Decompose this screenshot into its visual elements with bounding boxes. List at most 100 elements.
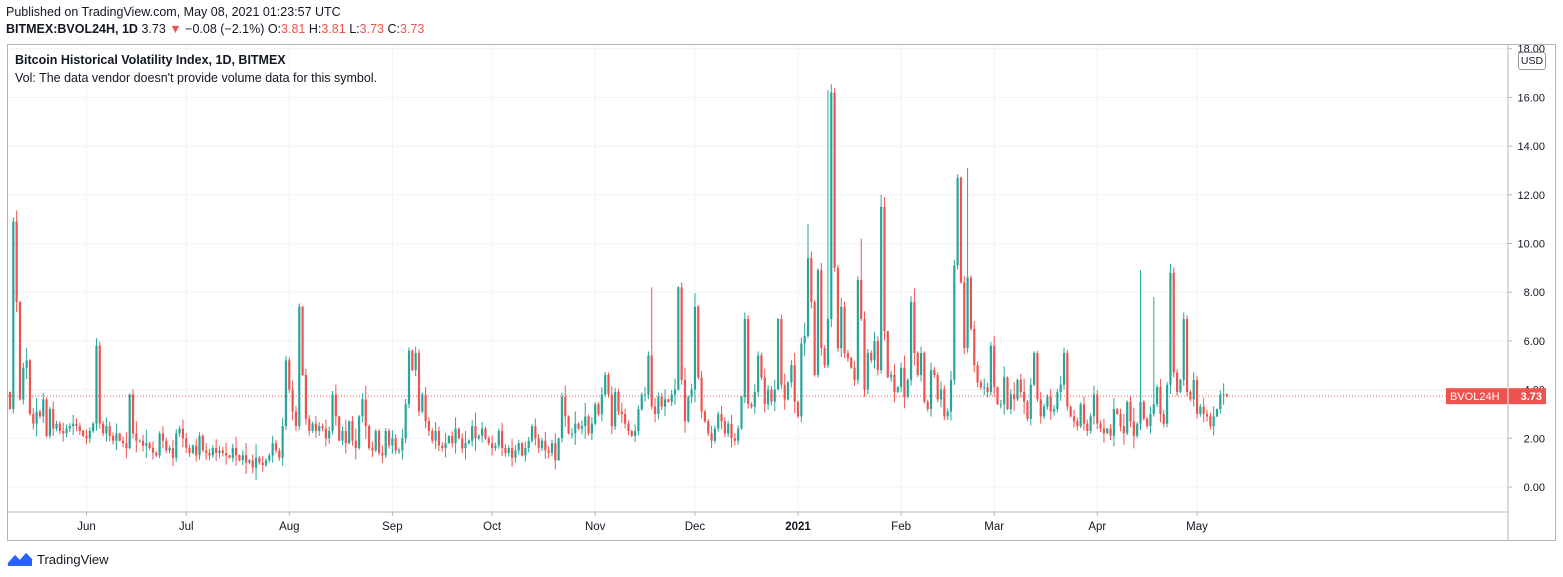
- open-value: 3.81: [281, 22, 306, 36]
- candle-body: [1046, 396, 1049, 407]
- candle-body: [873, 340, 876, 361]
- candle-body: [1029, 384, 1032, 419]
- candle-body: [1013, 394, 1016, 400]
- price-tag-symbol: BVOL24H: [1450, 391, 1500, 403]
- candle-body: [660, 396, 663, 407]
- candle-body: [600, 394, 603, 414]
- candle-body: [42, 399, 45, 417]
- candle-body: [1109, 428, 1112, 436]
- candle-body: [188, 448, 191, 453]
- candle-body: [876, 340, 879, 371]
- price-change: −0.08 (−2.1%): [185, 22, 265, 36]
- candle-body: [1056, 392, 1059, 410]
- candle-body: [816, 270, 820, 375]
- candle-body: [377, 430, 381, 453]
- candle-body: [1009, 394, 1012, 410]
- candle-body: [1152, 404, 1155, 414]
- candle-body: [427, 421, 431, 431]
- candle-body: [145, 443, 148, 446]
- candle-body: [1102, 428, 1106, 434]
- down-arrow-icon: ▼: [169, 22, 182, 36]
- candle-body: [800, 343, 803, 417]
- candle-body: [707, 421, 710, 434]
- candle-body: [1219, 394, 1222, 410]
- candle-body: [95, 345, 98, 424]
- candle-body: [836, 267, 840, 349]
- candle-body: [1222, 394, 1225, 396]
- candle-body: [338, 416, 341, 441]
- candle-body: [304, 374, 308, 419]
- candle-body: [693, 306, 697, 390]
- candle-body: [517, 443, 520, 451]
- candle-body: [733, 438, 736, 441]
- price-tick-label: 0.00: [1524, 482, 1545, 494]
- candle-body: [1182, 318, 1185, 380]
- candle-body: [1192, 379, 1195, 400]
- candle-body: [953, 265, 956, 380]
- candle-body: [763, 377, 766, 405]
- published-caption: Published on TradingView.com, May 08, 20…: [6, 5, 341, 19]
- candle-body: [856, 280, 859, 380]
- tradingview-brand[interactable]: TradingView: [7, 550, 109, 568]
- candle-body: [161, 433, 165, 441]
- candle-body: [1225, 394, 1229, 397]
- candle-body: [893, 374, 896, 393]
- candle-body: [135, 433, 138, 441]
- candle-body: [650, 355, 653, 407]
- candle-body: [989, 345, 992, 393]
- candle-body: [1026, 401, 1029, 419]
- candles: [8, 84, 1229, 481]
- candle-body: [457, 428, 460, 439]
- candle-body: [314, 423, 317, 431]
- candle-body: [607, 374, 610, 395]
- candle-body: [590, 423, 593, 434]
- candle-body: [604, 374, 607, 395]
- candle-body: [1139, 401, 1142, 424]
- candle-body: [1212, 416, 1215, 427]
- candle-body: [434, 430, 437, 441]
- candle-body: [341, 430, 344, 441]
- currency-label[interactable]: USD: [1518, 52, 1546, 70]
- candle-body: [653, 406, 657, 414]
- candle-body: [181, 428, 184, 439]
- candle-body: [1215, 409, 1219, 417]
- candle-body: [244, 455, 248, 463]
- candle-body: [407, 350, 411, 405]
- candle-body: [530, 426, 534, 441]
- candle-body: [900, 367, 903, 388]
- candle-body: [767, 389, 770, 405]
- candle-body: [484, 428, 487, 439]
- candle-body: [697, 306, 700, 378]
- candle-body: [75, 423, 78, 427]
- candle-body: [826, 318, 830, 366]
- candle-body: [637, 409, 640, 431]
- candle-body: [354, 440, 357, 449]
- candle-body: [1089, 416, 1092, 431]
- candle-body: [78, 426, 81, 431]
- chart-frame: [7, 44, 1556, 541]
- candle-body: [1049, 396, 1052, 412]
- candle-body: [108, 426, 111, 436]
- candle-body: [993, 345, 996, 388]
- candle-body: [1175, 372, 1179, 393]
- candle-body: [963, 282, 966, 349]
- candle-body: [178, 428, 181, 434]
- candle-body: [570, 433, 574, 435]
- candle-body: [1119, 413, 1122, 427]
- candle-body: [979, 382, 982, 388]
- volume-note: Vol: The data vendor doesn't provide vol…: [15, 71, 378, 85]
- candle-body: [667, 399, 670, 402]
- candle-body: [85, 435, 88, 439]
- candle-body: [487, 438, 490, 444]
- candle-body: [1082, 404, 1086, 424]
- candle-body: [614, 392, 617, 427]
- candle-body: [401, 438, 404, 451]
- candle-body: [1059, 384, 1062, 393]
- time-tick-label: Feb: [891, 521, 911, 533]
- symbol-label[interactable]: BITMEX:BVOL24H, 1D: [6, 22, 138, 36]
- candle-body: [15, 221, 18, 302]
- candle-body: [986, 387, 989, 393]
- candle-body: [171, 448, 175, 458]
- candle-body: [1149, 413, 1152, 427]
